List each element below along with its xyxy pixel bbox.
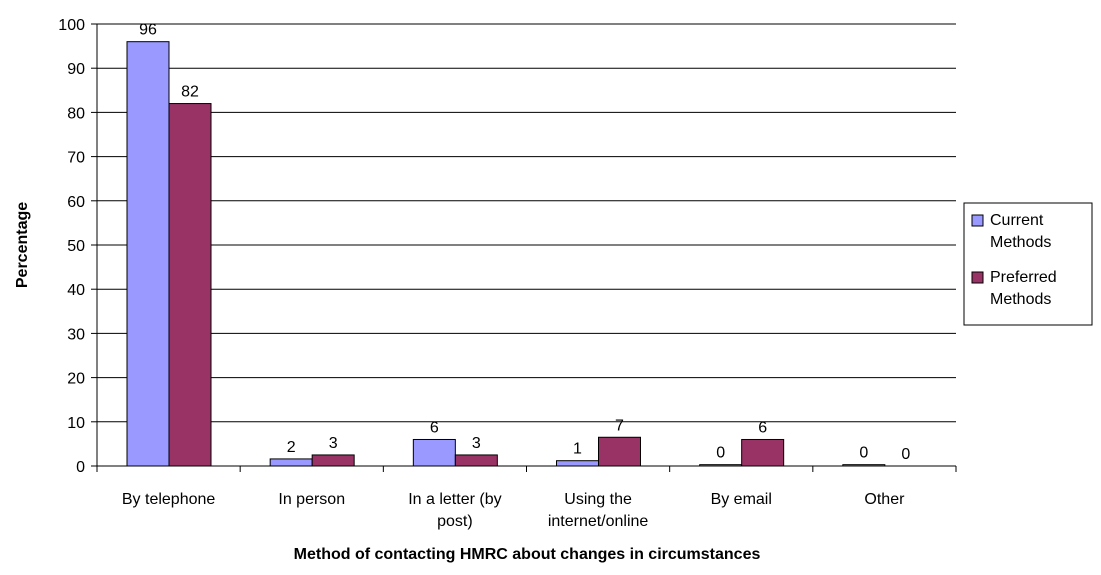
y-tick-label: 90 bbox=[67, 61, 85, 78]
x-category-labels: By telephone In person In a letter (by post… bbox=[122, 491, 905, 530]
x-tick-label: By email bbox=[711, 491, 772, 508]
x-tick-label: Using the internet/online bbox=[548, 491, 649, 530]
bar bbox=[126, 41, 170, 467]
bar bbox=[168, 103, 212, 467]
bar bbox=[412, 438, 456, 467]
legend-label: Preferred Methods bbox=[990, 269, 1057, 308]
bar bbox=[454, 454, 498, 467]
y-tick-label: 30 bbox=[67, 326, 85, 343]
bars bbox=[126, 41, 886, 467]
bar bbox=[556, 460, 599, 467]
x-tick-label: By telephone bbox=[122, 491, 216, 508]
x-axis-title: Method of contacting HMRC about changes … bbox=[294, 546, 761, 563]
bar bbox=[269, 458, 313, 467]
gridlines bbox=[97, 23, 956, 423]
bar bbox=[741, 438, 785, 467]
legend-swatch bbox=[971, 271, 984, 284]
y-tick-labels: 0 10 20 30 40 50 60 70 80 90 100 bbox=[58, 17, 85, 476]
data-label: 96 bbox=[139, 22, 157, 39]
data-label: 6 bbox=[430, 419, 439, 436]
data-labels: 96 82 2 3 6 3 1 7 0 6 0 0 bbox=[139, 22, 910, 463]
data-label: 82 bbox=[181, 84, 199, 101]
legend-swatch bbox=[971, 214, 984, 227]
data-label: 0 bbox=[859, 445, 868, 462]
y-tick-label: 100 bbox=[58, 17, 85, 34]
bar bbox=[598, 436, 641, 467]
y-tick-label: 20 bbox=[67, 371, 85, 388]
y-tick-label: 0 bbox=[76, 459, 85, 476]
data-label: 2 bbox=[287, 439, 296, 456]
x-tick-label: Other bbox=[864, 491, 905, 508]
data-label: 0 bbox=[901, 446, 910, 463]
data-label: 0 bbox=[716, 445, 725, 462]
y-tick-label: 10 bbox=[67, 415, 85, 432]
legend-box bbox=[963, 202, 1093, 326]
bar bbox=[311, 454, 355, 467]
y-tick-label: 40 bbox=[67, 282, 85, 299]
legend-label: Current Methods bbox=[990, 212, 1051, 251]
y-tick-label: 70 bbox=[67, 150, 85, 167]
y-tick-label: 50 bbox=[67, 238, 85, 255]
data-label: 6 bbox=[758, 419, 767, 436]
data-label: 3 bbox=[472, 435, 481, 452]
x-tick-label: In a letter (by post) bbox=[408, 491, 501, 530]
y-tick-label: 60 bbox=[67, 194, 85, 211]
x-tick-label: In person bbox=[278, 491, 345, 508]
data-label: 1 bbox=[573, 441, 582, 458]
axes bbox=[91, 23, 957, 472]
y-tick-label: 80 bbox=[67, 105, 85, 122]
data-label: 3 bbox=[329, 435, 338, 452]
legend: Current Methods Preferred Methods bbox=[963, 202, 1093, 326]
y-axis-title: Percentage bbox=[14, 202, 31, 288]
data-label: 7 bbox=[615, 417, 624, 434]
